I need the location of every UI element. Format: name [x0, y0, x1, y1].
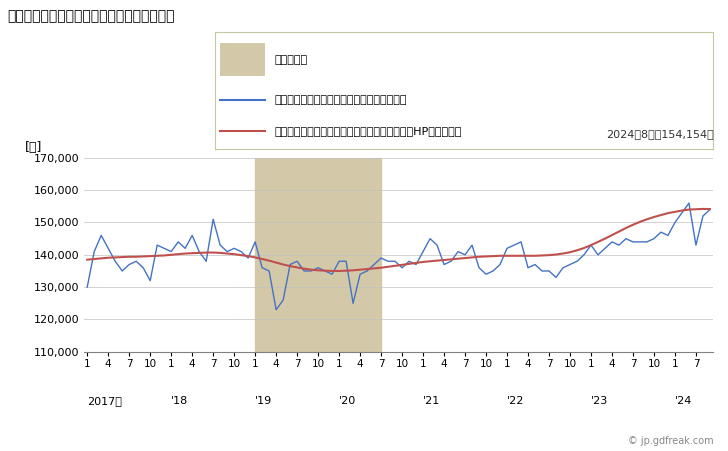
Y-axis label: [円]: [円] — [25, 141, 42, 154]
Text: '21: '21 — [423, 396, 440, 406]
Text: '20: '20 — [339, 396, 357, 406]
Bar — [220, 43, 265, 76]
Text: パートタイム労働者のきまって支給する給与: パートタイム労働者のきまって支給する給与 — [7, 9, 175, 23]
Text: '18: '18 — [171, 396, 189, 406]
Text: パートタイム労働者のきまって支給する給与: パートタイム労働者のきまって支給する給与 — [274, 95, 407, 105]
Text: '19: '19 — [255, 396, 272, 406]
Text: '24: '24 — [675, 396, 692, 406]
Text: '22: '22 — [507, 396, 524, 406]
Text: 景気後退期: 景気後退期 — [274, 55, 308, 64]
Text: パートタイム労働者のきまって支給する給与（HPフィルタ）: パートタイム労働者のきまって支給する給与（HPフィルタ） — [274, 126, 462, 136]
Text: © jp.gdfreak.com: © jp.gdfreak.com — [628, 437, 713, 446]
Text: '23: '23 — [591, 396, 609, 406]
Text: 2017年: 2017年 — [87, 396, 122, 406]
Bar — [255, 158, 381, 352]
Text: 2024年8月：154,154円: 2024年8月：154,154円 — [606, 129, 713, 139]
